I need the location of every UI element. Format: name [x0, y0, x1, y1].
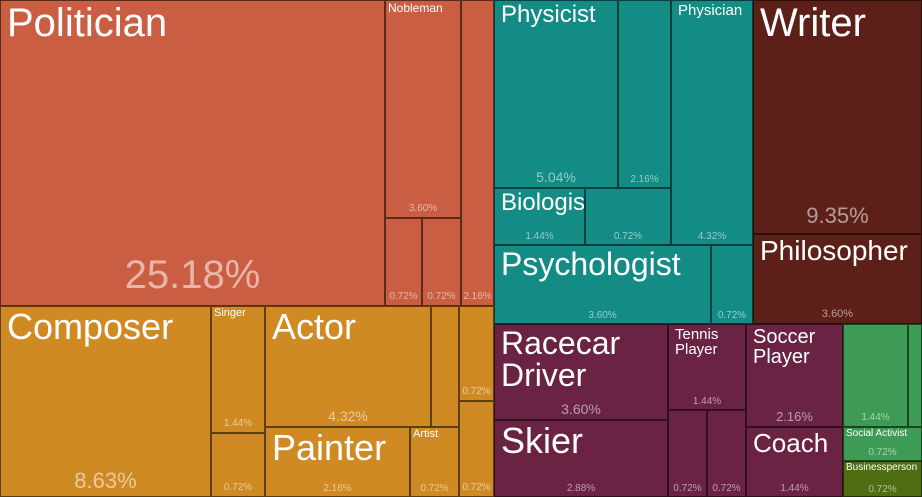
treemap-percent: 3.60% [588, 310, 617, 321]
treemap-cell-arts-d[interactable]: 0.72% [459, 401, 494, 497]
treemap-percent: 2.16% [323, 483, 352, 494]
treemap-label: Skier [501, 420, 584, 461]
treemap-label: Nobleman [388, 1, 443, 15]
treemap-percent: 0.72% [673, 483, 702, 494]
treemap-percent: 0.72% [420, 483, 449, 494]
treemap-label: Racecar Driver [501, 325, 621, 393]
treemap-cell-science-c[interactable]: 0.72% [711, 245, 753, 324]
treemap-percent: 3.60% [561, 401, 601, 417]
treemap-percent: 1.44% [525, 231, 554, 242]
treemap-percent: 5.04% [536, 169, 576, 185]
treemap-cell-sports-b[interactable]: 0.72% [707, 410, 746, 497]
treemap-label: Politician [7, 1, 168, 45]
treemap-label: Soccer Player [753, 326, 816, 368]
treemap-cell-nobleman[interactable]: Nobleman 3.60% [385, 0, 461, 218]
treemap-cell-sports-a[interactable]: 0.72% [668, 410, 707, 497]
treemap-cell-actor[interactable]: Actor 4.32% [265, 306, 431, 427]
treemap-cell-arts-c[interactable]: 0.72% [459, 306, 494, 401]
treemap-percent: 2.88% [566, 483, 596, 494]
treemap-label: Businessperson [846, 462, 918, 473]
treemap-percent: 1.44% [223, 418, 253, 429]
treemap-label: Philosopher [760, 235, 908, 266]
treemap-cell-skier[interactable]: Skier 2.88% [494, 420, 668, 497]
treemap-cell-business-a[interactable]: 1.44% [843, 324, 908, 427]
treemap-percent: 3.60% [408, 203, 438, 214]
treemap-percent: 3.60% [821, 308, 854, 320]
treemap-label: Actor [272, 306, 357, 347]
treemap-cell-science-b[interactable]: 0.72% [585, 188, 671, 245]
treemap-cell-arts-b[interactable] [431, 306, 459, 427]
treemap-label: Tennis Player [675, 326, 719, 358]
treemap-percent: 25.18% [124, 253, 261, 297]
treemap-percent: 4.32% [328, 408, 368, 424]
treemap-cell-singer[interactable]: Singer 1.44% [211, 306, 265, 433]
treemap-percent: 2.16% [776, 409, 813, 424]
treemap-cell-tennis-player[interactable]: Tennis Player 1.44% [668, 324, 746, 410]
treemap-percent: 0.72% [868, 447, 897, 458]
treemap-label: Biologist [501, 189, 585, 216]
treemap-cell-arts-a[interactable]: 0.72% [211, 433, 265, 497]
treemap-label: Writer [760, 1, 866, 45]
treemap-cell-artist[interactable]: Artist 0.72% [410, 427, 459, 497]
treemap-cell-coach[interactable]: Coach 1.44% [746, 427, 843, 497]
treemap-label: Artist [413, 428, 439, 440]
treemap-label: Social Activist [846, 428, 908, 439]
treemap-percent: 1.44% [861, 412, 890, 423]
treemap-cell-politics-b[interactable]: 0.72% [422, 218, 461, 306]
treemap-cell-painter[interactable]: Painter 2.16% [265, 427, 410, 497]
treemap-percent: 0.72% [462, 482, 491, 493]
treemap-label: Coach [753, 428, 829, 458]
treemap-percent: 4.32% [697, 231, 727, 242]
treemap-percent: 2.16% [463, 291, 492, 302]
treemap-label: Physicist [501, 1, 596, 28]
treemap-cell-composer[interactable]: Composer 8.63% [0, 306, 211, 497]
treemap-percent: 8.63% [74, 468, 137, 493]
treemap-percent: 0.72% [389, 291, 418, 302]
treemap-cell-writer[interactable]: Writer 9.35% [753, 0, 922, 234]
treemap-percent: 0.72% [427, 291, 456, 302]
treemap-percent: 0.72% [712, 483, 741, 494]
treemap-label: Composer [7, 306, 174, 347]
treemap-cell-science-a[interactable]: 2.16% [618, 0, 671, 188]
treemap-cell-soccer-player[interactable]: Soccer Player 2.16% [746, 324, 843, 427]
treemap-label: Psychologist [501, 246, 681, 282]
treemap-cell-politician[interactable]: Politician 25.18% [0, 0, 385, 306]
treemap-cell-social-activist[interactable]: Social Activist 0.72% [843, 427, 922, 461]
treemap-cell-racecar-driver[interactable]: Racecar Driver 3.60% [494, 324, 668, 420]
treemap-label: Physician [678, 2, 743, 19]
treemap-percent: 1.44% [780, 483, 809, 494]
treemap-cell-philosopher[interactable]: Philosopher 3.60% [753, 234, 922, 324]
treemap-label: Singer [214, 307, 246, 319]
treemap-percent: 0.72% [462, 386, 491, 397]
treemap-cell-psychologist[interactable]: Psychologist 3.60% [494, 245, 711, 324]
treemap-percent: 2.16% [630, 174, 659, 185]
treemap-cell-physicist[interactable]: Physicist 5.04% [494, 0, 618, 188]
treemap-percent: 0.72% [717, 310, 747, 321]
treemap-cell-business-b[interactable] [908, 324, 922, 427]
treemap-cell-businessperson[interactable]: Businessperson 0.72% [843, 461, 922, 497]
treemap-cell-physician[interactable]: Physician 4.32% [671, 0, 753, 245]
treemap-percent: 0.72% [223, 482, 253, 493]
treemap-percent: 0.72% [868, 484, 897, 495]
treemap-percent: 1.44% [692, 396, 722, 407]
treemap-percent: 9.35% [806, 203, 869, 228]
treemap-label: Painter [272, 427, 387, 468]
treemap-cell-politics-c[interactable]: 2.16% [461, 0, 494, 306]
treemap-percent: 0.72% [613, 231, 643, 242]
treemap-cell-biologist[interactable]: Biologist 1.44% [494, 188, 585, 245]
treemap-cell-politics-a[interactable]: 0.72% [385, 218, 422, 306]
